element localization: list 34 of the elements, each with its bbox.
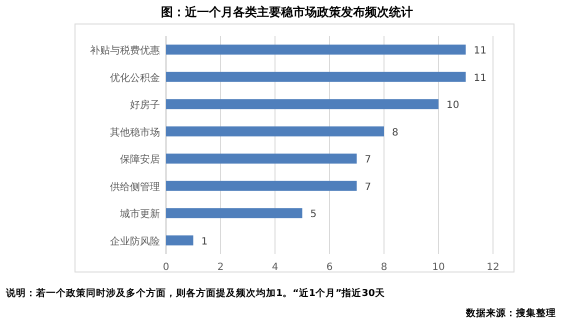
y-tick-label: 供给侧管理	[110, 180, 160, 193]
x-tick-label: 10	[432, 262, 445, 273]
y-tick-label: 好房子	[130, 99, 160, 112]
y-tick-label: 其他稳市场	[110, 126, 160, 138]
bar	[166, 235, 194, 246]
bar	[166, 180, 357, 191]
x-tick-label: 6	[326, 262, 333, 273]
data-label: 8	[392, 127, 398, 138]
text: 说明：若一个政策同时涉及多个方面，则各方面提及频次均加1。“近1个月”指近30天	[5, 287, 386, 299]
bar	[166, 154, 357, 164]
y-tick-label: 城市更新	[119, 208, 160, 220]
x-tick-label: 2	[217, 262, 224, 273]
x-tick-label: 4	[272, 262, 278, 273]
bar	[166, 208, 302, 218]
x-tick-label: 0	[162, 262, 170, 273]
bar	[166, 72, 466, 82]
data-label: 10	[446, 100, 460, 112]
x-tick-label: 8	[380, 262, 388, 273]
source-note: 数据来源：搜集整理	[465, 307, 556, 319]
y-tick-label: 保障安居	[120, 154, 160, 166]
data-label: 11	[474, 46, 486, 57]
data-label: 1	[201, 236, 208, 248]
data-label: 7	[364, 154, 372, 166]
bar	[166, 99, 438, 110]
bar	[166, 44, 466, 55]
y-tick-label: 补贴与税费优惠	[90, 44, 160, 57]
bar	[166, 126, 384, 136]
data-label: 5	[310, 209, 317, 220]
y-tick-label: 优化公积金	[110, 72, 160, 84]
data-label: 7	[364, 182, 372, 193]
data-label: 11	[474, 72, 486, 84]
y-tick-label: 企业防风险	[110, 235, 160, 248]
chart-title: 图：近一个月各类主要稳市场政策发布频次统计	[161, 5, 413, 19]
x-tick-label: 12	[486, 262, 500, 273]
